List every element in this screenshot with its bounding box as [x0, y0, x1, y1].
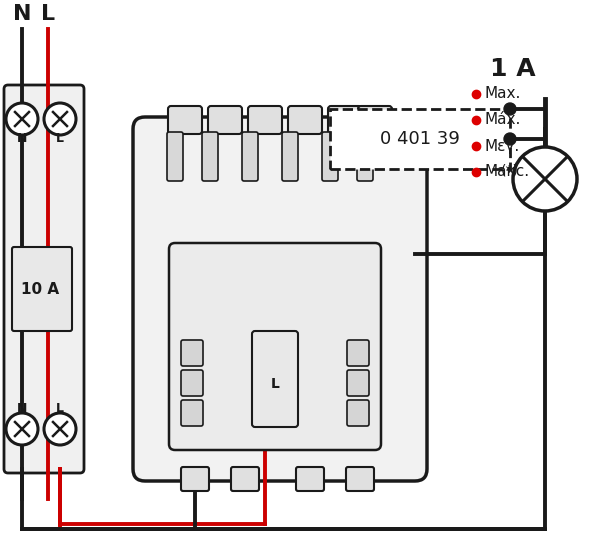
- Circle shape: [44, 103, 76, 135]
- FancyBboxPatch shape: [202, 132, 218, 181]
- FancyBboxPatch shape: [133, 117, 427, 481]
- FancyBboxPatch shape: [347, 400, 369, 426]
- Text: L: L: [41, 4, 55, 24]
- FancyBboxPatch shape: [248, 106, 282, 134]
- Text: N: N: [17, 402, 27, 415]
- FancyBboxPatch shape: [347, 340, 369, 366]
- FancyBboxPatch shape: [169, 243, 381, 450]
- Text: L: L: [271, 377, 280, 391]
- FancyBboxPatch shape: [328, 106, 362, 134]
- Bar: [330, 109, 510, 169]
- FancyBboxPatch shape: [346, 467, 374, 491]
- Circle shape: [513, 147, 577, 211]
- FancyBboxPatch shape: [242, 132, 258, 181]
- FancyBboxPatch shape: [322, 132, 338, 181]
- FancyBboxPatch shape: [167, 132, 183, 181]
- Circle shape: [44, 413, 76, 445]
- Text: 0 401 39: 0 401 39: [380, 130, 460, 148]
- Text: Mεγ.: Mεγ.: [484, 139, 519, 154]
- FancyBboxPatch shape: [181, 340, 203, 366]
- FancyBboxPatch shape: [181, 467, 209, 491]
- FancyBboxPatch shape: [282, 132, 298, 181]
- Circle shape: [504, 133, 516, 145]
- FancyBboxPatch shape: [181, 400, 203, 426]
- FancyBboxPatch shape: [181, 370, 203, 396]
- Text: Макс.: Макс.: [484, 164, 529, 179]
- Circle shape: [6, 103, 38, 135]
- FancyBboxPatch shape: [357, 132, 373, 181]
- Text: N: N: [13, 4, 31, 24]
- FancyBboxPatch shape: [347, 370, 369, 396]
- FancyBboxPatch shape: [296, 467, 324, 491]
- FancyBboxPatch shape: [208, 106, 242, 134]
- Circle shape: [504, 103, 516, 115]
- Text: 10 A: 10 A: [21, 282, 59, 296]
- Text: 1 A: 1 A: [490, 57, 536, 81]
- Text: Max.: Max.: [484, 87, 520, 102]
- Text: (*): (*): [501, 164, 519, 178]
- Text: L: L: [56, 132, 64, 145]
- FancyBboxPatch shape: [168, 106, 202, 134]
- FancyBboxPatch shape: [288, 106, 322, 134]
- FancyBboxPatch shape: [4, 85, 84, 473]
- FancyBboxPatch shape: [252, 331, 298, 427]
- Text: Máx.: Máx.: [484, 112, 520, 127]
- Text: L: L: [56, 402, 64, 415]
- Circle shape: [6, 413, 38, 445]
- FancyBboxPatch shape: [12, 247, 72, 331]
- FancyBboxPatch shape: [231, 467, 259, 491]
- FancyBboxPatch shape: [358, 106, 392, 134]
- Text: N: N: [17, 132, 27, 145]
